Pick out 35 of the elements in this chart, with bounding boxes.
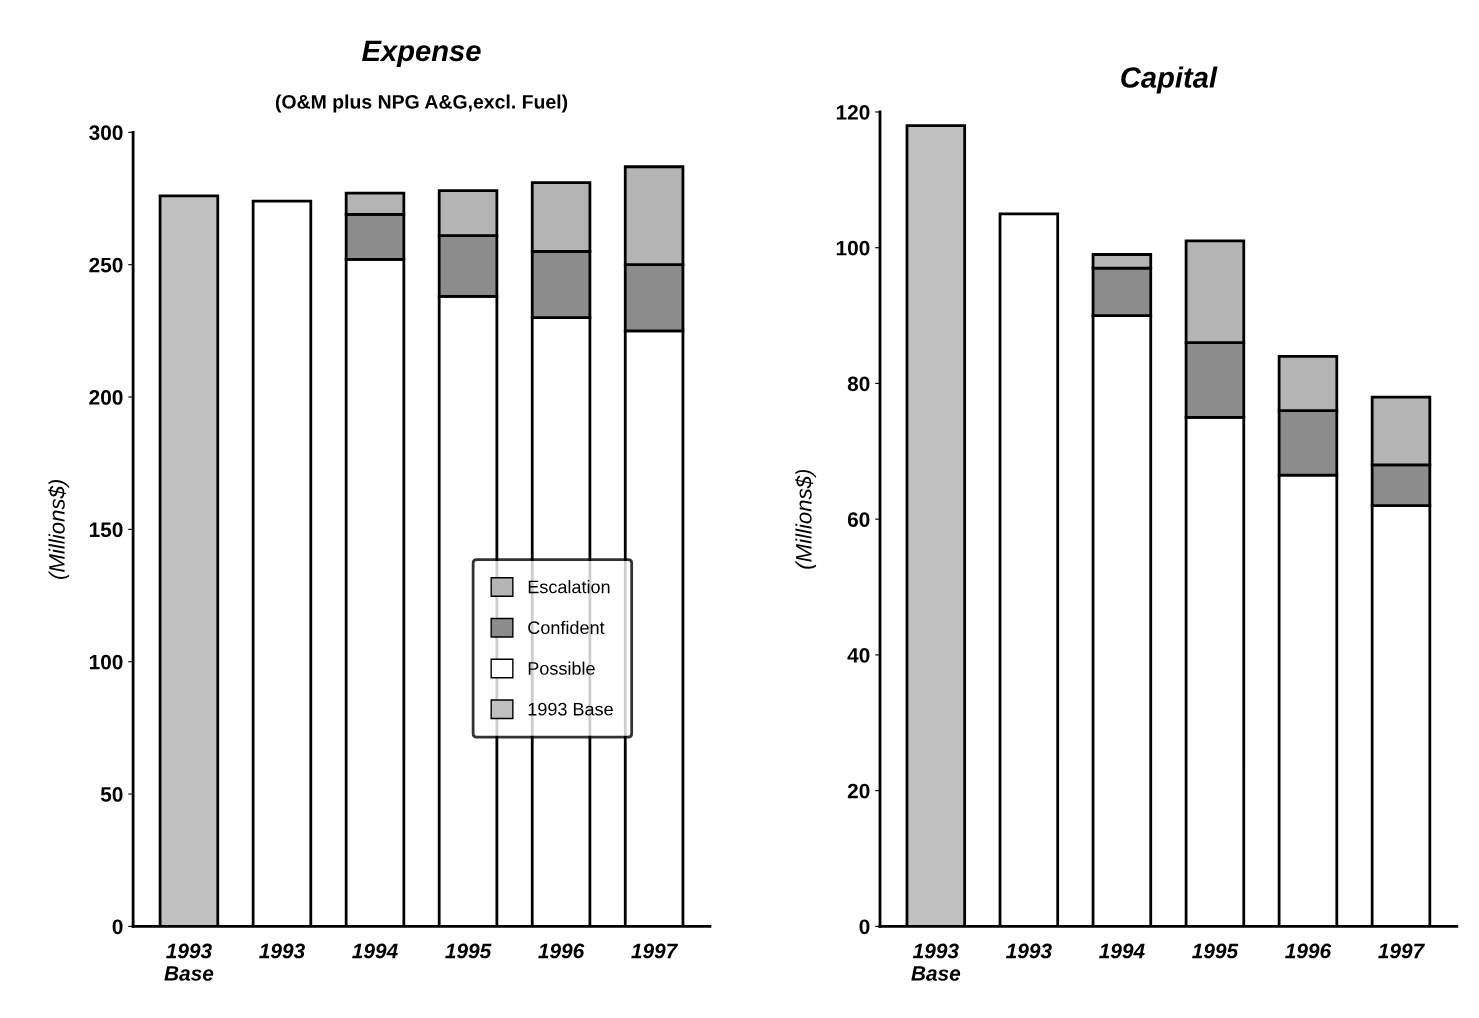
y-axis-title: (Millions$) — [48, 480, 70, 579]
y-tick-label: 300 — [89, 125, 123, 141]
y-tick-label: 120 — [836, 104, 870, 120]
y-tick-label: 40 — [847, 647, 870, 663]
x-tick-label: 1994 — [1099, 943, 1145, 959]
y-tick-label: 60 — [847, 512, 870, 527]
chart-title: Capital — [1121, 66, 1218, 94]
x-tick-label: 1993 — [259, 943, 305, 959]
chart-title: Expense — [362, 40, 481, 67]
y-tick-label: 0 — [112, 919, 123, 935]
y-tick-label: 100 — [836, 240, 870, 256]
y-tick-label: 200 — [89, 390, 123, 405]
x-tick-label: 1997 — [631, 943, 679, 959]
x-tick-label: 1996 — [538, 943, 585, 959]
x-tick-label: 1993 Base — [164, 943, 214, 981]
x-tick-label: 1994 — [352, 943, 398, 959]
y-tick-label: 150 — [89, 522, 123, 538]
legend-label: 1993 Base — [528, 702, 613, 716]
x-tick-label: 1995 — [1192, 943, 1239, 959]
y-axis-title: (Millions$) — [795, 469, 817, 569]
legend-label: Confident — [528, 620, 605, 635]
x-tick-label: 1993 Base — [911, 943, 961, 981]
y-tick-label: 0 — [859, 919, 870, 935]
x-tick-label: 1996 — [1285, 943, 1332, 959]
x-tick-label: 1993 — [1006, 943, 1052, 959]
legend-label: Escalation — [528, 580, 610, 594]
y-tick-label: 50 — [100, 787, 123, 802]
x-tick-label: 1995 — [445, 943, 492, 959]
legend-label: Possible — [528, 661, 595, 675]
y-tick-label: 250 — [89, 257, 123, 273]
y-tick-label: 80 — [847, 376, 870, 392]
chart-subtitle: (O&M plus NPG A&G,excl. Fuel) — [275, 94, 568, 113]
y-tick-label: 100 — [89, 654, 123, 670]
y-tick-label: 20 — [847, 783, 870, 799]
x-tick-label: 1997 — [1378, 943, 1425, 959]
